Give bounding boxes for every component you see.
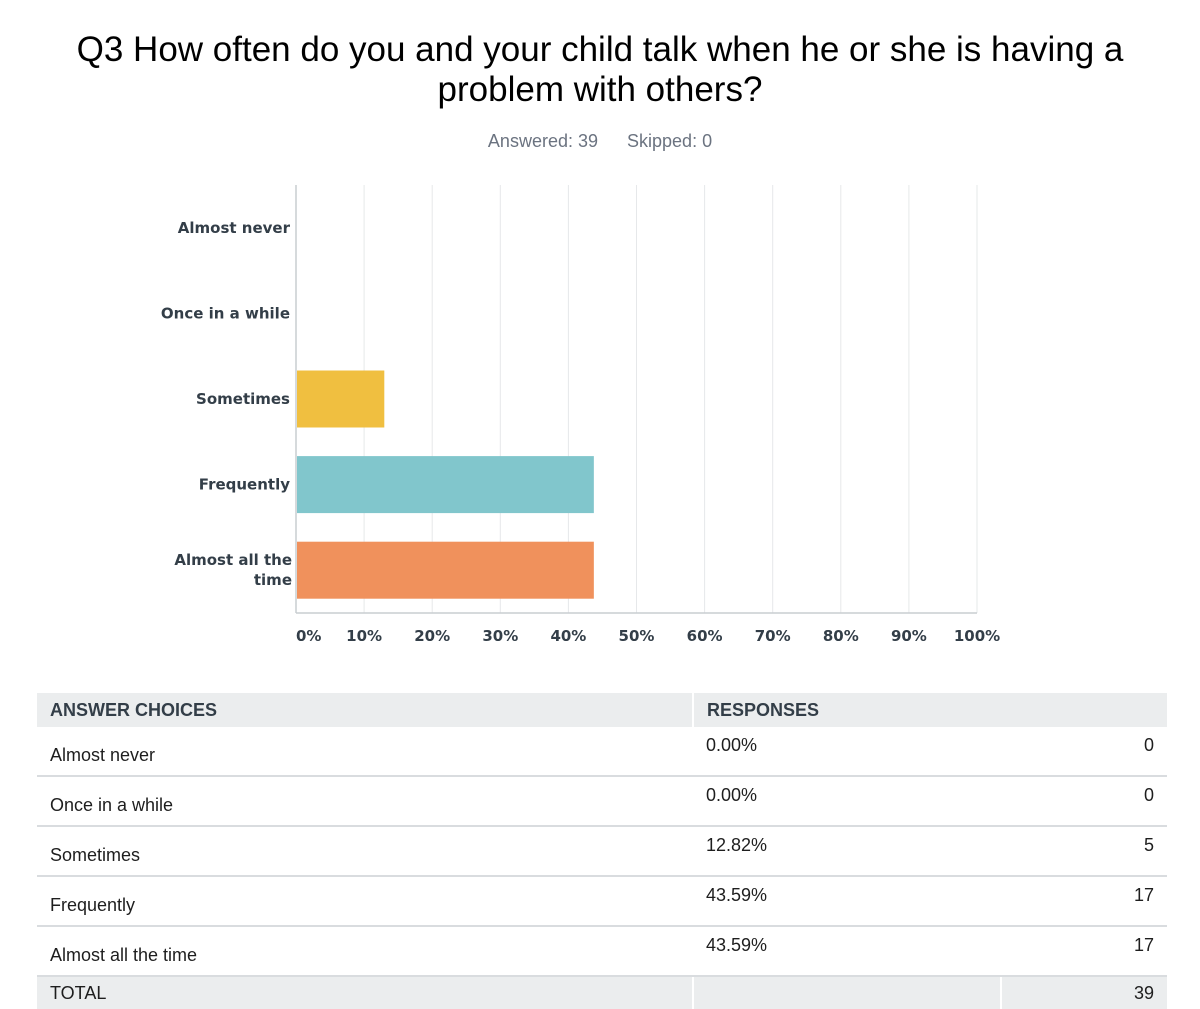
category-label: Frequently <box>199 476 290 494</box>
skipped-count: Skipped: 0 <box>627 131 713 151</box>
row-percent: 43.59% <box>693 876 1001 927</box>
category-label: Almost never <box>178 219 291 237</box>
x-tick-label: 10% <box>346 627 382 645</box>
total-label: TOTAL <box>37 976 693 1009</box>
table-row: Sometimes 12.82% 5 <box>37 826 1167 877</box>
x-tick-label: 30% <box>482 627 518 645</box>
response-stats: Answered: 39 Skipped: 0 <box>0 131 1200 152</box>
responses-table: ANSWER CHOICES RESPONSES Almost never 0.… <box>37 693 1167 1009</box>
bar <box>297 370 385 428</box>
row-choice: Once in a while <box>37 776 693 827</box>
table-row: Frequently 43.59% 17 <box>37 876 1167 927</box>
row-count: 17 <box>1000 926 1167 977</box>
category-label: Once in a while <box>161 304 290 322</box>
table-row: Once in a while 0.00% 0 <box>37 776 1167 827</box>
x-tick-label: 100% <box>954 627 1000 645</box>
row-choice: Frequently <box>37 876 693 927</box>
header-responses: RESPONSES <box>692 693 1167 727</box>
category-label: Almost all the time <box>174 551 292 589</box>
table-row: Almost never 0.00% 0 <box>37 727 1167 777</box>
x-tick-label: 70% <box>755 627 791 645</box>
row-count: 5 <box>1000 826 1167 877</box>
row-choice: Almost never <box>37 727 693 777</box>
x-tick-label: 20% <box>414 627 450 645</box>
total-count: 39 <box>1000 976 1167 1009</box>
category-label: Sometimes <box>196 390 290 408</box>
x-tick-label: 80% <box>823 627 859 645</box>
table-row: Almost all the time 43.59% 17 <box>37 926 1167 977</box>
x-tick-label: 40% <box>550 627 586 645</box>
row-count: 0 <box>1000 776 1167 827</box>
row-percent: 0.00% <box>693 776 1001 827</box>
question-title: Q3 How often do you and your child talk … <box>76 30 1124 109</box>
bar <box>297 456 594 514</box>
row-percent: 43.59% <box>693 926 1001 977</box>
total-spacer <box>692 976 1002 1009</box>
row-count: 17 <box>1000 876 1167 927</box>
row-choice: Sometimes <box>37 826 693 877</box>
x-tick-label: 90% <box>891 627 927 645</box>
row-percent: 12.82% <box>693 826 1001 877</box>
row-count: 0 <box>1000 727 1167 777</box>
x-tick-label: 50% <box>619 627 655 645</box>
x-tick-label: 0% <box>296 627 321 645</box>
header-answer-choices: ANSWER CHOICES <box>37 693 693 727</box>
table-header-row: ANSWER CHOICES RESPONSES <box>37 693 1167 727</box>
answered-count: Answered: 39 <box>487 131 598 151</box>
x-tick-label: 60% <box>687 627 723 645</box>
total-row: TOTAL 39 <box>37 976 1167 1009</box>
row-choice: Almost all the time <box>37 926 693 977</box>
bar <box>297 541 594 599</box>
row-percent: 0.00% <box>693 727 1001 777</box>
bar-chart: 0% 10% 20% 30% 40% 50% 60% 70% 80% 90% 100% Almost … <box>161 185 1000 645</box>
